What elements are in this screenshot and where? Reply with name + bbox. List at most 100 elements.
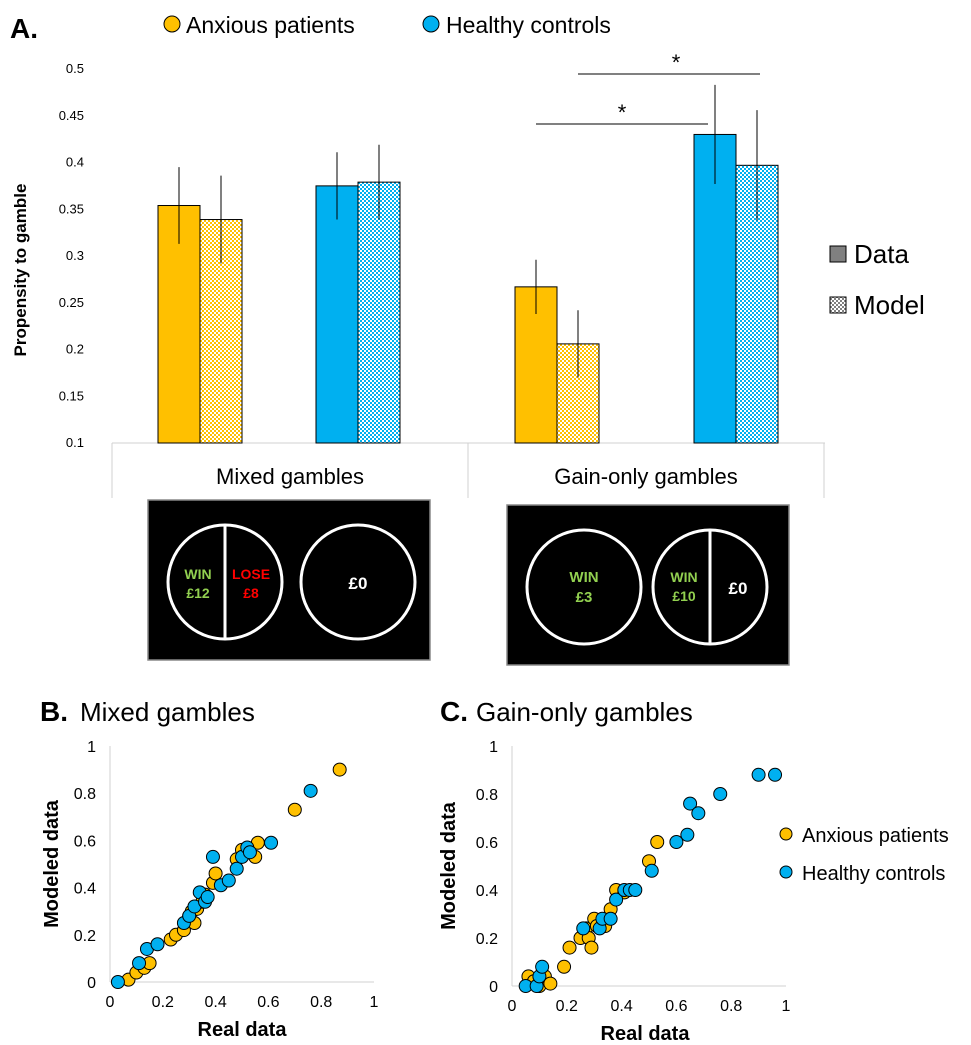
gain-win-label: WIN xyxy=(670,569,697,585)
x-tick-label: 0.2 xyxy=(556,998,578,1015)
top-legend: Anxious patients Healthy controls xyxy=(163,12,611,38)
bar-healthy-model-mixed xyxy=(357,181,401,444)
panel-b-points xyxy=(110,762,347,989)
y-tick-label: 0 xyxy=(489,979,498,996)
panel-b-ticks: 0 0.2 0.4 0.6 0.8 1 0 0.2 0.4 0.6 0.8 1 xyxy=(74,739,379,1011)
significance-markers: * * xyxy=(536,50,760,125)
y-tick-label: 0 xyxy=(87,975,96,992)
scatter-point-healthy xyxy=(205,849,220,864)
scatter-point-anxious xyxy=(562,940,577,955)
panel-c-y-label: Modeled data xyxy=(438,801,460,930)
scatter-point-anxious xyxy=(650,835,665,849)
x-tick-label: 0.6 xyxy=(665,998,687,1015)
bar-y-tick-label: 0.4 xyxy=(66,155,84,170)
scatter-point-anxious xyxy=(543,976,558,991)
scatter-point-healthy xyxy=(751,767,766,782)
scatter-point-healthy xyxy=(200,890,215,905)
scatter-point-healthy xyxy=(644,863,659,878)
bar-y-tick-label: 0.25 xyxy=(59,295,84,310)
scatter-point-healthy xyxy=(242,845,257,860)
legend-data-swatch xyxy=(829,245,847,263)
scatter-point-healthy xyxy=(609,892,624,907)
panel-c-title: Gain-only gambles xyxy=(476,697,693,727)
x-tick-label: 1 xyxy=(370,994,379,1011)
panel-c: C. Gain-only gambles 0 0.2 0.4 0.6 0.8 1 0 0.2 0… xyxy=(438,696,949,1045)
x-tick-label: 0 xyxy=(508,998,517,1015)
scatter-point-anxious xyxy=(208,866,223,881)
y-tick-label: 0.8 xyxy=(476,787,498,804)
category-label-mixed: Mixed gambles xyxy=(216,464,364,489)
panel-c-legend-healthy-label: Healthy controls xyxy=(802,863,945,885)
scatter-point-anxious xyxy=(287,802,302,817)
side-legend: Data Model xyxy=(829,239,925,320)
mixed-lose-amount: £8 xyxy=(243,585,259,601)
scatter-point-anxious xyxy=(332,762,347,777)
y-tick-label: 0.4 xyxy=(74,881,96,898)
panel-c-legend-anxious-label: Anxious patients xyxy=(802,825,949,847)
scatter-point-anxious xyxy=(584,940,599,955)
scatter-point-healthy xyxy=(535,959,550,974)
panel-c-legend: Anxious patients Healthy controls xyxy=(779,825,949,885)
mixed-gamble-illustration: WIN £12 LOSE £8 £0 xyxy=(147,499,431,661)
bar-y-tick-label: 0.2 xyxy=(66,342,84,357)
gain-sure-circle xyxy=(525,528,643,646)
x-tick-label: 0 xyxy=(106,994,115,1011)
scatter-point-healthy xyxy=(691,806,706,821)
scatter-point-healthy xyxy=(303,783,318,798)
x-tick-label: 0.4 xyxy=(204,994,226,1011)
y-tick-label: 0.2 xyxy=(74,928,96,945)
panel-a: A. Anxious patients Healthy controls Pro… xyxy=(10,12,925,666)
scatter-point-healthy xyxy=(669,835,684,849)
scatter-point-healthy xyxy=(150,937,165,952)
scatter-point-healthy xyxy=(603,911,618,926)
legend-data-label: Data xyxy=(854,239,909,269)
bar-anxious-data-mixed xyxy=(157,205,201,444)
y-tick-label: 0.6 xyxy=(476,835,498,852)
panel-b-y-label: Modeled data xyxy=(41,799,63,928)
bar-y-axis-label: Propensity to gamble xyxy=(11,184,30,357)
bar-y-tick-label: 0.5 xyxy=(66,61,84,76)
gain-sure-label: WIN xyxy=(569,569,598,586)
bar-y-tick-label: 0.3 xyxy=(66,248,84,263)
gain-zero-amount: £0 xyxy=(729,579,748,598)
panel-b: B. Mixed gambles 0 0.2 0.4 0.6 0.8 1 0 0.2 0.4 0.… xyxy=(40,696,379,1041)
mixed-sure-circle xyxy=(299,523,417,641)
bar-y-tick-label: 0.1 xyxy=(66,435,84,450)
panel-b-title: Mixed gambles xyxy=(80,697,255,727)
legend-healthy-marker xyxy=(422,15,440,33)
y-tick-label: 1 xyxy=(489,739,498,756)
scatter-point-healthy xyxy=(628,883,643,897)
gain-win-amount: £10 xyxy=(672,588,696,604)
bar-y-tick-label: 0.35 xyxy=(59,201,84,216)
gain-sure-amount: £3 xyxy=(576,589,593,606)
y-tick-label: 0.6 xyxy=(74,833,96,850)
gain-gamble-illustration: WIN £3 WIN £10 £0 xyxy=(506,504,790,666)
legend-model-label: Model xyxy=(854,290,925,320)
mixed-win-amount: £12 xyxy=(186,585,210,601)
bar-y-ticks: 0.1 0.15 0.2 0.25 0.3 0.35 0.4 0.45 0.5 xyxy=(59,61,84,450)
y-tick-label: 0.2 xyxy=(476,931,498,948)
scatter-point-healthy xyxy=(221,873,236,888)
panel-c-x-label: Real data xyxy=(601,1023,691,1045)
x-tick-label: 1 xyxy=(782,998,791,1015)
bar-y-tick-label: 0.45 xyxy=(59,108,84,123)
y-tick-label: 0.8 xyxy=(74,786,96,803)
x-tick-label: 0.8 xyxy=(720,998,742,1015)
x-tick-label: 0.2 xyxy=(152,994,174,1011)
y-tick-label: 0.4 xyxy=(476,883,498,900)
x-tick-label: 0.6 xyxy=(257,994,279,1011)
scatter-point-healthy xyxy=(132,956,147,971)
scatter-point-healthy xyxy=(683,796,698,811)
significance-star-upper: * xyxy=(672,50,681,75)
scatter-point-healthy xyxy=(680,827,695,842)
scatter-point-healthy xyxy=(229,861,244,876)
scatter-point-healthy xyxy=(576,921,591,936)
panel-c-label: C. xyxy=(440,696,468,727)
scatter-point-anxious xyxy=(557,959,572,974)
mixed-win-label: WIN xyxy=(184,566,211,582)
legend-anxious-marker xyxy=(163,15,181,33)
panel-c-legend-healthy-marker xyxy=(779,865,793,879)
scatter-point-healthy xyxy=(264,835,279,850)
x-tick-label: 0.8 xyxy=(310,994,332,1011)
